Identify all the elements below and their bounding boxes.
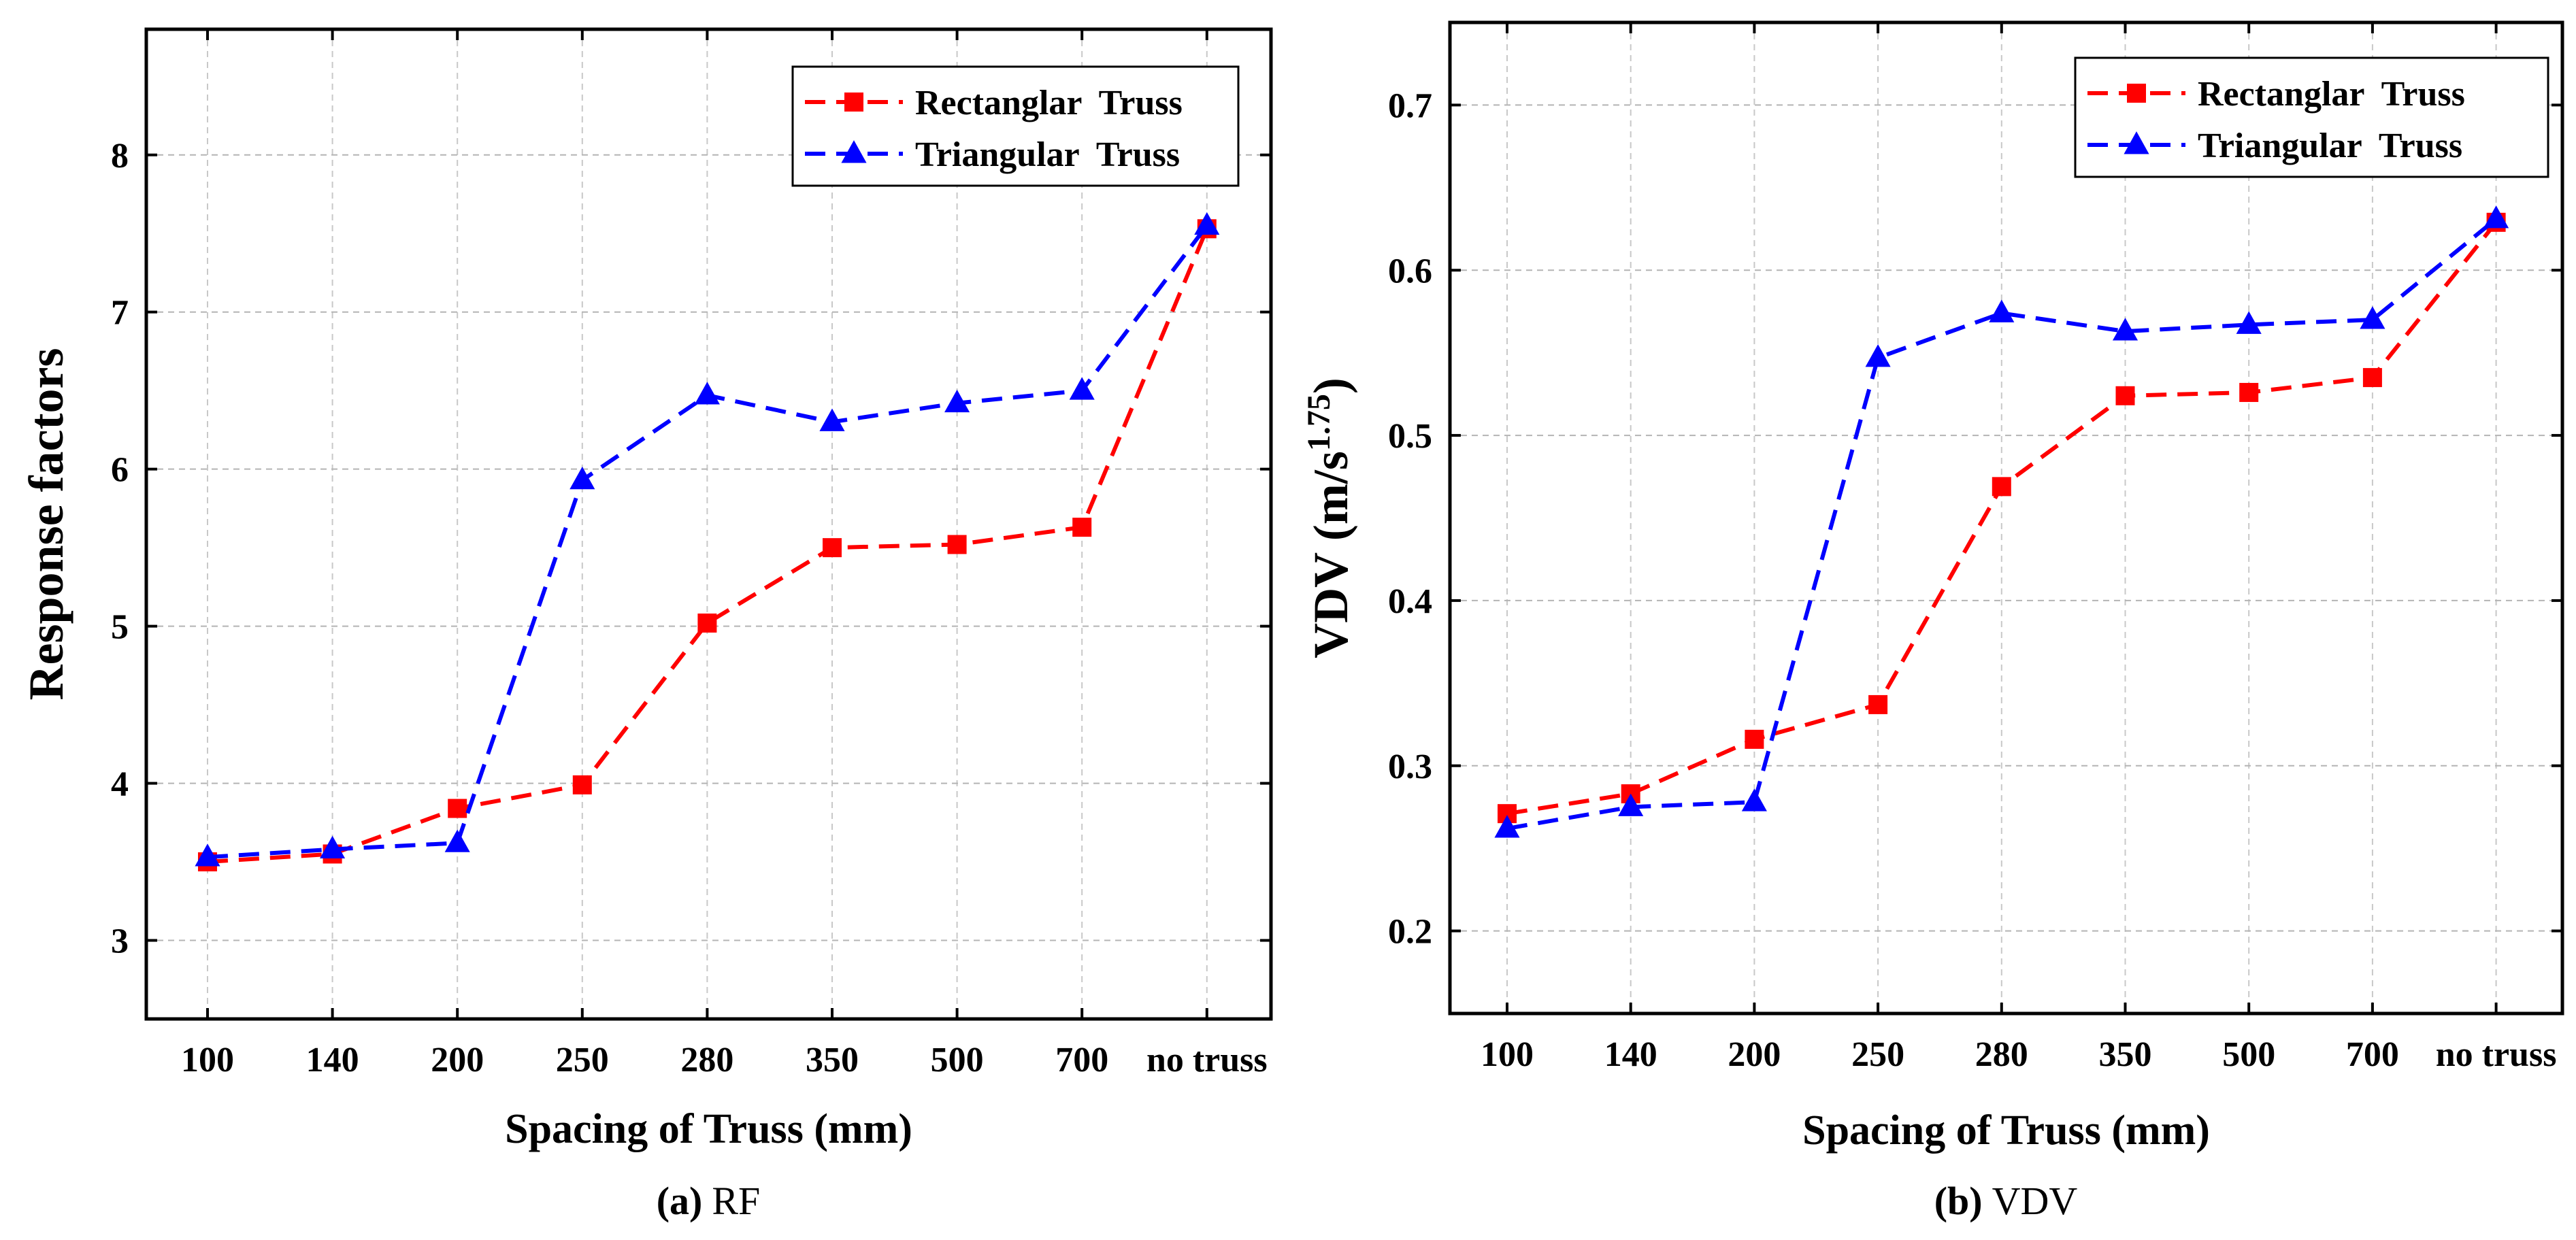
x-tick-label: 250 xyxy=(556,1041,609,1079)
legend-label: Triangular Truss xyxy=(2198,127,2462,165)
legend-box xyxy=(791,65,1240,187)
chart-vdv: 100 140 200 250 280 350 500 700 no truss 0.2 0.3 0.… xyxy=(1301,20,2564,1223)
x-tick-label: 280 xyxy=(680,1041,733,1079)
data-point-triangle xyxy=(2112,318,2139,341)
data-point-triangle xyxy=(1741,788,1767,811)
data-point-triangle xyxy=(1194,212,1220,235)
data-point-triangle xyxy=(1494,815,1520,838)
series-line-square xyxy=(207,228,1209,865)
subfigure-caption: (a) RF xyxy=(657,1179,761,1223)
y-tick-label: 4 xyxy=(111,765,129,804)
legend: Rectanglar Truss Triangular Truss xyxy=(791,65,1240,187)
caption-letter: (b) xyxy=(1934,1179,1983,1223)
x-tick-label: 140 xyxy=(1604,1035,1657,1074)
plot-frame xyxy=(144,27,1273,1021)
data-point-triangle xyxy=(2360,306,2385,329)
data-point-triangle xyxy=(195,843,220,867)
data-point-triangle xyxy=(320,835,346,859)
x-tick-label: 350 xyxy=(806,1041,859,1079)
legend-label: Rectanglar Truss xyxy=(915,84,1183,122)
y-axis-label-superscript: 1.75 xyxy=(1301,394,1337,451)
legend-label: Rectanglar Truss xyxy=(2198,75,2465,114)
caption-text: RF xyxy=(712,1179,760,1223)
x-tick-label: no truss xyxy=(2436,1035,2557,1074)
data-point-square xyxy=(572,775,592,794)
y-tick-label: 8 xyxy=(111,137,129,175)
data-point-square xyxy=(2239,382,2259,402)
legend: Rectanglar Truss Triangular Truss xyxy=(2074,56,2549,178)
data-point-triangle xyxy=(944,389,970,413)
y-tick-label: 0.3 xyxy=(1388,748,1432,786)
x-tick-label: 250 xyxy=(1851,1035,1904,1074)
x-tick-label: 140 xyxy=(306,1041,359,1079)
legend-marker xyxy=(2127,84,2146,103)
caption-letter: (a) xyxy=(657,1179,703,1223)
data-point-triangle xyxy=(694,382,720,405)
legend-marker xyxy=(844,93,863,112)
data-point-triangle xyxy=(819,408,845,431)
legend-marker xyxy=(2124,131,2149,154)
x-tick-label: 700 xyxy=(2346,1035,2399,1074)
y-tick-label: 3 xyxy=(111,922,129,961)
x-tick-label: 200 xyxy=(1728,1035,1781,1074)
data-point-triangle xyxy=(1865,344,1891,367)
data-point-triangle xyxy=(2236,311,2262,334)
data-point-triangle xyxy=(2483,205,2509,229)
data-point-triangle xyxy=(1069,377,1095,400)
x-tick-label: 100 xyxy=(1481,1035,1534,1074)
x-axis-label: Spacing of Truss (mm) xyxy=(1802,1107,2210,1154)
y-axis-label: Response factors xyxy=(19,348,73,701)
y-axis-label-main: VDV (m/s xyxy=(1304,451,1358,658)
x-tick-label: no truss xyxy=(1146,1041,1268,1079)
y-tick-label: 0.5 xyxy=(1388,417,1432,456)
legend-box xyxy=(2074,56,2549,178)
data-point-square xyxy=(2115,386,2135,405)
x-tick-label: 700 xyxy=(1055,1041,1108,1079)
x-tick-label: 200 xyxy=(431,1041,484,1079)
y-tick-label: 0.6 xyxy=(1388,252,1432,290)
y-axis-label-close: ) xyxy=(1304,378,1358,394)
data-point-square xyxy=(448,799,467,818)
subfigure-caption: (b) VDV xyxy=(1934,1179,2078,1223)
legend-label: Triangular Truss xyxy=(915,135,1180,174)
data-point-square xyxy=(1868,694,1888,714)
y-tick-label: 0.7 xyxy=(1388,86,1432,125)
y-tick-label: 7 xyxy=(111,294,129,333)
data-point-square xyxy=(1745,729,1764,749)
legend-marker xyxy=(841,140,867,163)
data-point-square xyxy=(697,614,717,633)
y-tick-label: 0.4 xyxy=(1388,582,1432,621)
x-tick-label: 350 xyxy=(2099,1035,2152,1074)
x-axis-label: Spacing of Truss (mm) xyxy=(505,1106,912,1152)
chart-rf: 100 140 200 250 280 350 500 700 no truss 3 4 5 6 7 8 Re… xyxy=(19,27,1273,1223)
data-point-triangle xyxy=(1989,299,2015,322)
x-tick-label: 280 xyxy=(1975,1035,2028,1074)
data-point-triangle xyxy=(1618,793,1644,816)
x-tick-label: 500 xyxy=(931,1041,984,1079)
data-point-square xyxy=(1072,518,1092,537)
data-point-square xyxy=(947,535,967,554)
y-axis-label: VDV (m/s1.75) xyxy=(1301,378,1358,658)
y-tick-label: 0.2 xyxy=(1388,913,1432,952)
x-tick-label: 100 xyxy=(181,1041,234,1079)
x-tick-label: 500 xyxy=(2222,1035,2275,1074)
data-point-square xyxy=(1992,477,2011,497)
caption-text: VDV xyxy=(1992,1179,2078,1223)
y-tick-label: 5 xyxy=(111,608,129,647)
data-point-square xyxy=(823,538,842,558)
data-point-triangle xyxy=(569,466,595,490)
plot-frame xyxy=(1448,20,2564,1016)
y-tick-label: 6 xyxy=(111,451,129,490)
data-point-triangle xyxy=(444,829,470,852)
data-point-square xyxy=(2362,368,2382,388)
series-line-triangle xyxy=(1506,217,2498,831)
